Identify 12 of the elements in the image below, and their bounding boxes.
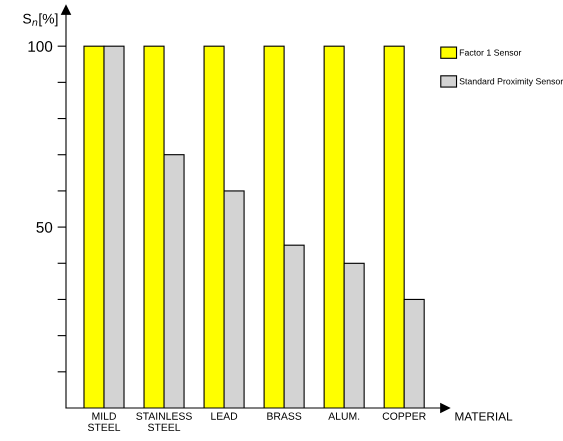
legend-label: Standard Proximity Sensor [460, 78, 563, 86]
x-tick-label: MILD STEEL [88, 412, 120, 432]
x-tick-label: LEAD [211, 412, 238, 420]
x-axis-title: MATERIAL [455, 412, 512, 421]
y-tick-label: 100 [28, 41, 52, 52]
y-axis-title: S$_{n}$[%] [23, 13, 58, 26]
y-tick-label: 50 [36, 222, 52, 233]
legend-label: Factor 1 Sensor [460, 49, 522, 56]
x-tick-label: ALUM. [328, 412, 360, 420]
x-tick-label: BRASS [267, 412, 302, 420]
x-tick-label: COPPER [382, 412, 426, 420]
x-tick-label: STAINLESS STEEL [136, 412, 192, 432]
